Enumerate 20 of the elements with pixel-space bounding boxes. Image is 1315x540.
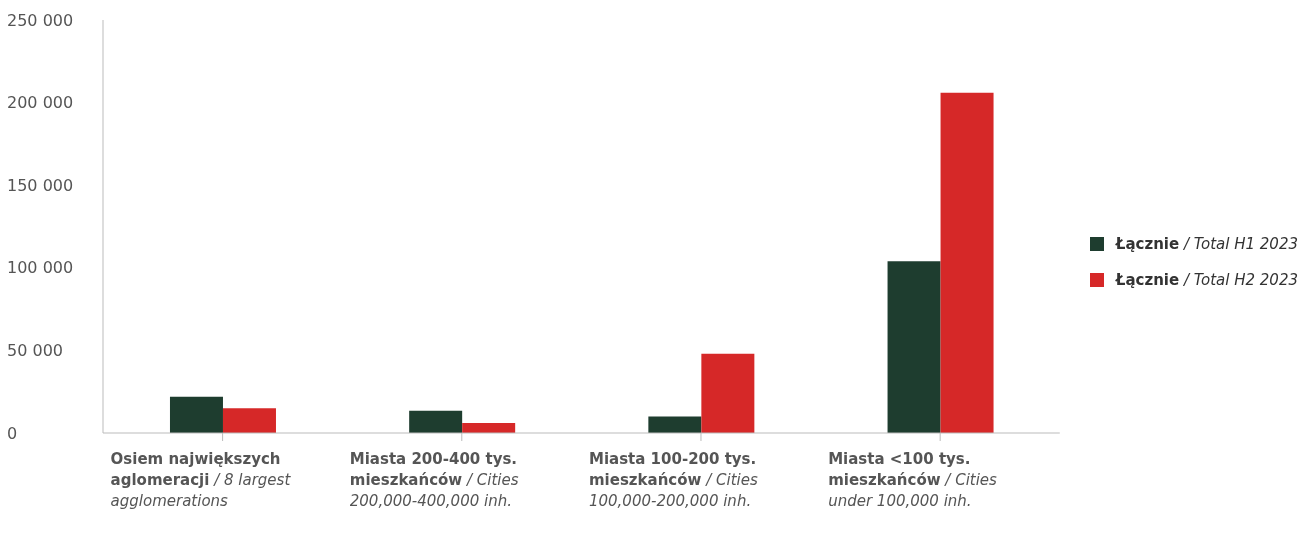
y-tick-label: 200 000 bbox=[7, 93, 74, 113]
bar bbox=[940, 92, 994, 433]
y-tick-label: 100 000 bbox=[7, 258, 74, 278]
bar bbox=[169, 396, 223, 433]
y-tick-label: 150 000 bbox=[7, 175, 74, 195]
legend-label: Łącznie / Total H1 2023 bbox=[1115, 234, 1298, 253]
bar bbox=[462, 423, 516, 433]
y-tick-label: 250 000 bbox=[7, 10, 74, 30]
y-tick-label: 0 bbox=[7, 423, 18, 443]
bar bbox=[701, 353, 755, 433]
x-tick-label: Osiem największych aglomeracji / 8 largest agglomerations bbox=[110, 450, 291, 510]
bar bbox=[887, 261, 941, 433]
x-tick-label: Miasta 100-200 tys. mieszkańców / Cities 100,000-200,000 inh. bbox=[588, 450, 758, 510]
y-tick-label: 50 000 bbox=[7, 341, 63, 361]
x-tick-label: Miasta <100 tys. mieszkańców / Cities under 100,000 inh. bbox=[828, 450, 997, 510]
bar bbox=[409, 410, 463, 433]
bar bbox=[648, 416, 702, 433]
legend-label: Łącznie / Total H2 2023 bbox=[1115, 270, 1298, 289]
bar bbox=[222, 408, 276, 433]
x-tick-label: Miasta 200-400 tys. mieszkańców / Cities 200,000-400,000 inh. bbox=[349, 450, 519, 510]
